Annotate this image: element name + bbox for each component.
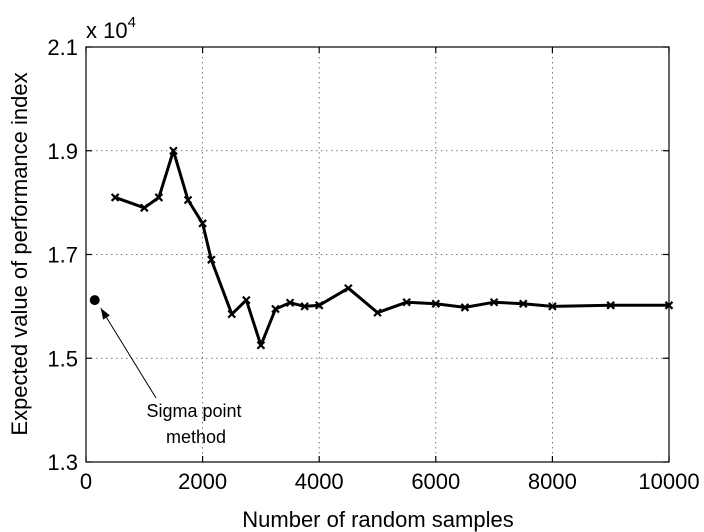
x-marker-stroke — [256, 341, 266, 350]
x-marker-stroke — [344, 283, 353, 293]
annotation-arrow-line — [100, 307, 157, 399]
x-marker-stroke — [431, 299, 441, 309]
x-tick-label: 6000 — [411, 469, 460, 494]
x-marker — [373, 308, 382, 317]
x-marker — [344, 283, 353, 293]
y-tick-label: 1.3 — [47, 450, 78, 475]
x-marker-stroke — [402, 297, 411, 307]
annotation-label-line2: method — [166, 427, 226, 447]
x-tick-labels: 0 2000 4000 6000 8000 10000 — [80, 469, 700, 494]
sigma-point-marker — [89, 295, 100, 306]
x-marker-stroke — [548, 302, 557, 311]
x-marker-stroke — [207, 255, 216, 264]
x-tick-label: 8000 — [528, 469, 577, 494]
x-marker-stroke — [183, 195, 193, 205]
x-marker-stroke — [169, 146, 178, 156]
x-tick-label: 2000 — [178, 469, 227, 494]
x-marker — [285, 298, 295, 308]
y-tick-label: 1.9 — [47, 139, 78, 164]
x-marker-stroke — [606, 301, 615, 310]
annotation-arrow-head — [100, 308, 110, 320]
x-tick-label: 4000 — [295, 469, 344, 494]
x-marker-stroke — [227, 309, 237, 319]
x-marker-stroke — [140, 203, 149, 213]
x-marker — [606, 301, 615, 310]
y-axis-label: Expected value of performance index — [7, 72, 32, 435]
x-marker — [489, 297, 499, 307]
x-marker-stroke — [373, 308, 382, 317]
x-marker-stroke — [154, 193, 164, 202]
x-marker-stroke — [489, 297, 499, 307]
x-marker — [227, 309, 237, 319]
y-tick-labels: 1.3 1.5 1.7 1.9 2.1 — [47, 35, 78, 475]
x-marker — [271, 304, 280, 314]
x-marker — [154, 193, 164, 202]
x-marker — [110, 193, 120, 202]
sigma-point-markers — [89, 295, 100, 306]
sigma-point-annotation: Sigma point method — [100, 307, 242, 447]
series-line — [114, 149, 669, 347]
x-marker — [314, 301, 324, 310]
x-marker-stroke — [518, 299, 528, 309]
x-marker-stroke — [285, 298, 295, 308]
x-marker — [256, 341, 266, 350]
x-marker-stroke — [242, 295, 251, 305]
x-marker — [169, 146, 178, 156]
x-marker — [242, 295, 251, 305]
annotation-label-line1: Sigma point — [146, 401, 241, 421]
x-marker — [140, 203, 149, 213]
x-marker — [183, 195, 193, 205]
x-tick-label: 0 — [80, 469, 92, 494]
x-marker — [300, 302, 309, 311]
x-marker-stroke — [664, 301, 674, 310]
y-tick-label: 1.7 — [47, 243, 78, 268]
x-marker — [664, 301, 674, 310]
x-marker-stroke — [300, 302, 309, 311]
x-marker — [402, 297, 411, 307]
series-markers — [110, 146, 674, 350]
x-axis-label: Number of random samples — [242, 507, 513, 532]
grid — [86, 47, 669, 462]
y-tick-label: 1.5 — [47, 346, 78, 371]
x-marker — [207, 255, 216, 264]
x-marker — [198, 219, 207, 228]
x-marker — [460, 303, 470, 312]
y-tick-label: 2.1 — [47, 35, 78, 60]
axis-ticks — [85, 46, 670, 463]
x-marker-stroke — [460, 303, 470, 312]
x-marker-stroke — [271, 304, 280, 314]
x-marker-stroke — [314, 301, 324, 310]
x-marker-stroke — [198, 219, 207, 228]
x-marker — [548, 302, 557, 311]
x-marker — [431, 299, 441, 309]
x-marker-stroke — [110, 193, 120, 202]
y-multiplier: x 104 — [86, 14, 136, 43]
x-marker — [518, 299, 528, 309]
x-tick-label: 10000 — [638, 469, 699, 494]
